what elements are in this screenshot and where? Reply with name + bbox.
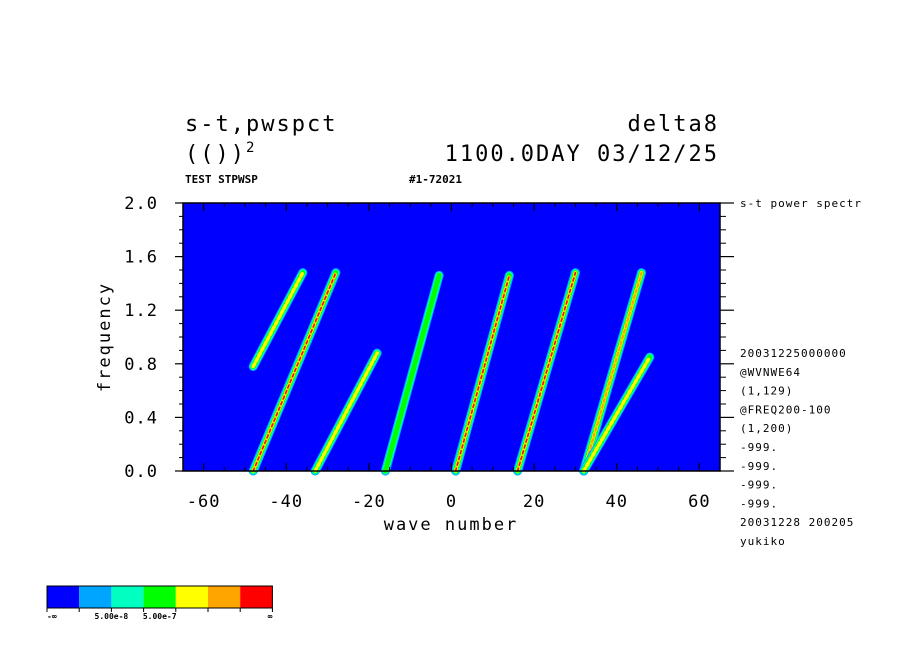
title-left: s-t,pwspct <box>185 112 337 137</box>
title-right: delta8 <box>628 112 719 137</box>
spectral-ridges <box>248 268 655 476</box>
ridge-8-level-4 <box>581 355 652 473</box>
side-info-line: -999. <box>740 479 778 492</box>
y-tick-label: 1.6 <box>124 248 158 268</box>
legend-swatch <box>175 586 208 608</box>
side-info-line: @WVNWE64 <box>740 366 801 379</box>
plot-area <box>182 202 721 476</box>
ridge-5-level-6 <box>454 274 511 472</box>
ridge-1 <box>248 268 308 371</box>
y-tick-label: 2.0 <box>124 194 158 214</box>
side-info-line: 20031228 200205 <box>740 516 854 529</box>
legend-frame <box>46 585 273 609</box>
x-tick-label: 60 <box>688 492 710 512</box>
side-info-line: -999. <box>740 441 778 454</box>
ridge-2 <box>248 268 341 476</box>
subtitle-left: (())2 <box>185 140 256 167</box>
side-info-line: (1,200) <box>740 422 793 435</box>
ridge-1-level-4 <box>251 270 305 369</box>
x-tick-label: -20 <box>352 492 386 512</box>
x-tick-label: -40 <box>269 492 303 512</box>
legend-label: ∞ <box>268 612 273 621</box>
legend-label: 5.00e-7 <box>143 612 177 621</box>
ridge-4-level-3 <box>382 272 442 474</box>
ridge-7-level-5 <box>582 271 643 473</box>
ridge-7 <box>579 268 647 476</box>
x-axis-label: wave number <box>384 515 519 535</box>
side-info-line: -999. <box>740 497 778 510</box>
ridge-6 <box>513 268 580 476</box>
y-tick-label: 0.4 <box>124 408 158 428</box>
subtitle-left-base: (() <box>185 142 231 167</box>
test-label: TEST STPWSP <box>185 173 258 186</box>
y-tick-label: 1.2 <box>124 301 158 321</box>
legend-label: -∞ <box>47 612 57 621</box>
side-info-line: yukiko <box>740 535 786 548</box>
x-tick-label: -60 <box>187 492 221 512</box>
side-info: 20031225000000 @WVNWE64 (1,129) @FREQ200-10… <box>740 347 854 548</box>
side-info-line: -999. <box>740 460 778 473</box>
legend-label: 5.00e-8 <box>95 612 129 621</box>
y-axis-label: frequency <box>95 282 115 392</box>
side-top-label: s-t power spectr <box>740 197 862 210</box>
y-tick-label: 0.8 <box>124 355 158 375</box>
ridge-5 <box>451 270 514 476</box>
legend-swatch <box>240 586 273 608</box>
side-info-line: (1,129) <box>740 385 793 398</box>
subtitle-right: 1100.0DAY 03/12/25 <box>445 142 719 167</box>
axis-tick-labels: -60 -40 -20 0 20 40 60 0.0 0.4 0.8 1.2 1.6 2.0 <box>124 194 710 512</box>
subtitle-sup: 2 <box>246 140 256 156</box>
y-tick-label: 0.0 <box>124 462 158 482</box>
x-tick-label: 40 <box>605 492 627 512</box>
legend-swatch <box>208 586 241 608</box>
ridge-4 <box>380 270 444 476</box>
ridge-6-level-6 <box>516 271 577 472</box>
side-info-line: 20031225000000 <box>740 347 847 360</box>
ridge-2-level-6 <box>252 271 337 472</box>
ridge-3 <box>310 348 382 476</box>
subtitle-left-close: ) <box>231 142 246 167</box>
ridge-8 <box>579 352 655 476</box>
legend-swatch <box>143 586 176 608</box>
ridge-3-level-4 <box>313 351 379 473</box>
axis-ticks <box>175 202 734 472</box>
x-tick-label: 0 <box>446 492 457 512</box>
color-legend: -∞ 5.00e-8 5.00e-7 ∞ <box>46 585 273 621</box>
x-tick-label: 20 <box>523 492 545 512</box>
side-info-line: @FREQ200-100 <box>740 403 831 416</box>
legend-swatch <box>111 586 144 608</box>
legend-swatch <box>47 586 80 608</box>
legend-swatch <box>79 586 112 608</box>
plot-background <box>183 203 720 471</box>
run-id: #1-72021 <box>409 173 462 186</box>
